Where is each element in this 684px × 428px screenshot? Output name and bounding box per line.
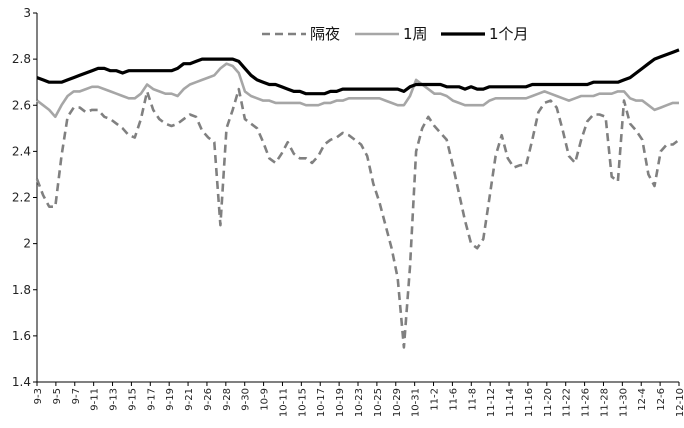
series-line-2 <box>36 62 679 119</box>
y-tick-label: 1.8 <box>12 283 31 297</box>
x-tick-label: 9-19 <box>165 388 176 411</box>
x-tick-label: 10-17 <box>316 388 327 417</box>
y-tick-label: 3 <box>23 6 31 20</box>
x-tick-label: 9-3 <box>33 388 44 404</box>
x-tick-label: 11-12 <box>486 388 497 417</box>
x-tick-label: 9-11 <box>90 388 101 411</box>
x-tick-label: 9-7 <box>71 388 82 404</box>
x-tick-label: 9-5 <box>52 388 63 404</box>
x-tick-label: 9-26 <box>203 388 214 411</box>
x-tick-label: 10-23 <box>354 388 365 417</box>
y-tick-label: 2.2 <box>12 191 31 205</box>
x-tick-label: 10-11 <box>278 388 289 417</box>
x-tick-label: 11-2 <box>430 388 441 411</box>
chart-legend: 隔夜 1周 1个月 <box>262 25 529 43</box>
x-tick-label: 11-26 <box>581 388 592 417</box>
x-tick-label: 11-28 <box>599 388 610 417</box>
x-tick-label: 11-22 <box>562 388 573 417</box>
x-tick-label: 9-13 <box>109 388 120 411</box>
x-tick-label: 12-10 <box>675 388 684 417</box>
legend-label-1: 隔夜 <box>310 25 340 43</box>
x-tick-label: 9-30 <box>241 388 252 411</box>
y-tick-label: 2.8 <box>12 52 31 66</box>
x-tick-label: 12-6 <box>656 388 667 411</box>
series-line-1 <box>35 87 680 349</box>
x-tick-label: 11-16 <box>524 388 535 417</box>
x-tick-label: 9-21 <box>184 388 195 411</box>
chart-axes: 1.4 1.6 1.8 2 2.2 2.4 2.6 2.8 3 9-3 9-5 9-7 9-11 9-13… <box>12 6 684 417</box>
series-line-3 <box>36 48 680 96</box>
x-tick-label: 10-9 <box>260 388 271 411</box>
y-tick-label: 2.6 <box>12 98 31 112</box>
y-tick-label: 1.6 <box>12 329 31 343</box>
x-tick-label: 11-8 <box>467 388 478 411</box>
x-tick-label: 10-25 <box>373 388 384 417</box>
y-tick-label: 1.4 <box>12 375 31 389</box>
x-tick-label: 11-14 <box>505 388 516 417</box>
y-tick-label: 2 <box>23 237 31 251</box>
x-tick-label: 11-30 <box>618 388 629 417</box>
legend-label-2: 1周 <box>403 25 428 43</box>
series-lines <box>35 48 680 349</box>
x-tick-label: 10-15 <box>297 388 308 417</box>
x-tick-label: 10-29 <box>392 388 403 417</box>
x-tick-label: 12-4 <box>637 388 648 411</box>
x-tick-label: 11-6 <box>448 388 459 411</box>
x-tick-label: 9-28 <box>222 388 233 411</box>
x-tick-label: 9-17 <box>146 388 157 411</box>
y-tick-label: 2.4 <box>12 144 31 158</box>
x-tick-label: 11-20 <box>543 388 554 417</box>
x-tick-label: 10-31 <box>411 388 422 417</box>
x-tick-label: 10-19 <box>335 388 346 417</box>
x-tick-label: 9-15 <box>127 388 138 411</box>
legend-label-3: 1个月 <box>489 25 529 43</box>
